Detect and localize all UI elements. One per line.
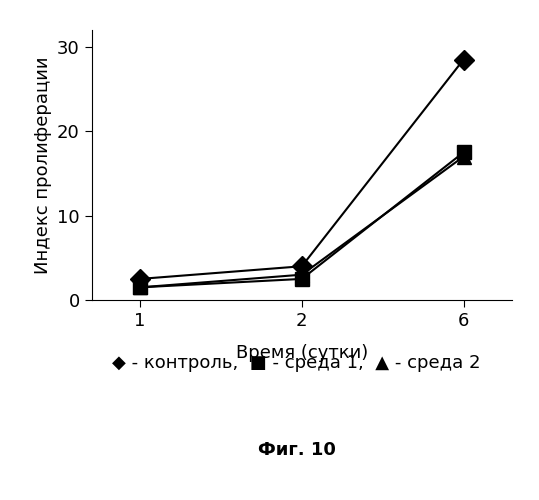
- X-axis label: Время (сутки): Время (сутки): [236, 344, 368, 361]
- Y-axis label: Индекс пролиферации: Индекс пролиферации: [33, 56, 52, 274]
- Text: Фиг. 10: Фиг. 10: [258, 441, 335, 459]
- Text: ◆ - контроль,  ■ - среда 1,  ▲ - среда 2: ◆ - контроль, ■ - среда 1, ▲ - среда 2: [112, 354, 481, 372]
